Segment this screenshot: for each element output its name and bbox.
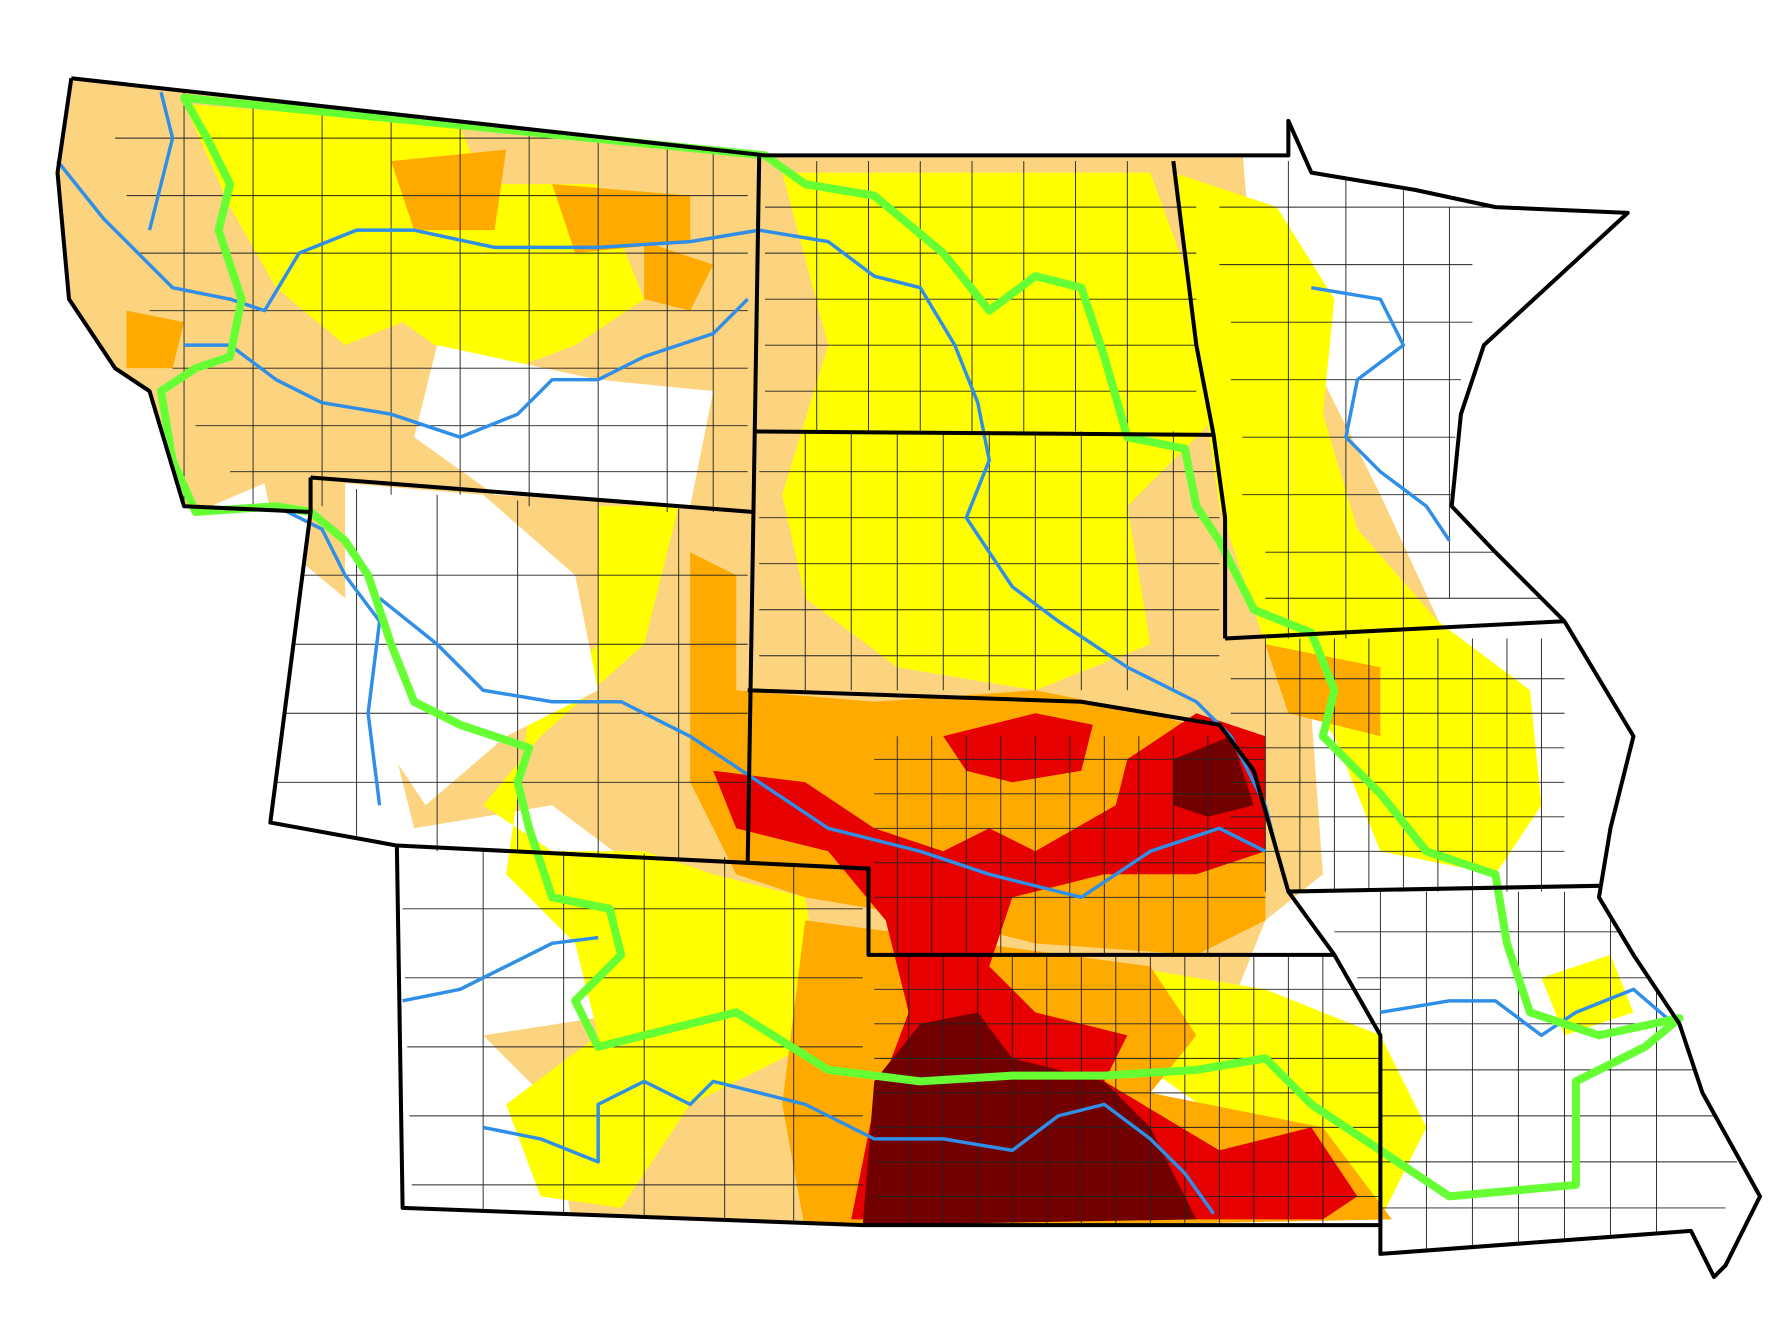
d0-area (1173, 172, 1542, 875)
d4-area (1173, 736, 1254, 817)
county-lines (115, 92, 1737, 1254)
basin-boundary (157, 93, 1684, 1201)
d4-area (862, 1012, 1197, 1226)
d3-area (943, 713, 1093, 783)
state-borders (55, 76, 1763, 1279)
